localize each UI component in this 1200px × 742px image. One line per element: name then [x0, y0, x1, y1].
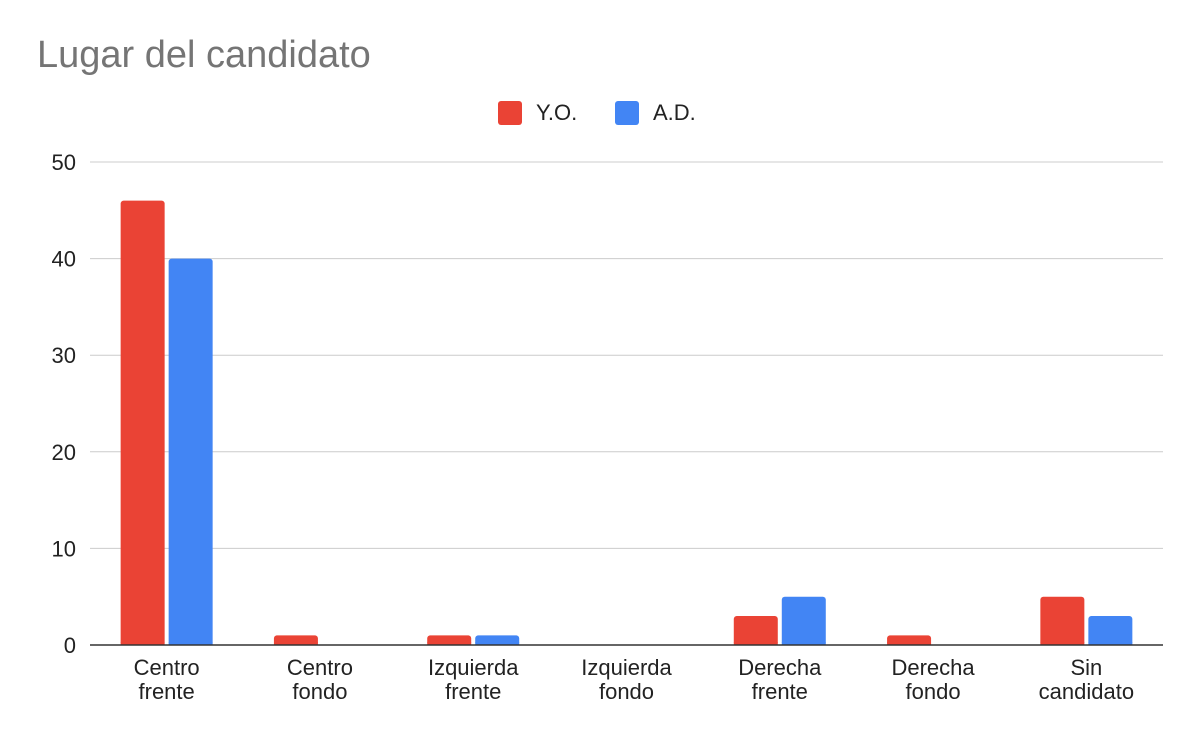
bar-base [887, 642, 932, 645]
legend-label-ad: A.D. [653, 100, 696, 125]
bar [733, 616, 778, 645]
bar-base [168, 642, 213, 645]
bar-base [1040, 642, 1085, 645]
chart-title: Lugar del candidato [37, 34, 371, 76]
x-tick-label: Centro frente [134, 655, 200, 704]
legend-swatch-ad [615, 101, 639, 125]
legend-item-ad: A.D. [615, 98, 696, 128]
bar-base [781, 642, 826, 645]
legend-label-yo: Y.O. [536, 100, 578, 125]
y-tick-label: 50 [52, 150, 76, 175]
bar-base [427, 642, 472, 645]
legend: Y.O. A.D. [0, 98, 1200, 128]
legend-swatch-yo [498, 101, 522, 125]
x-tick-label: Sin candidato [1039, 655, 1134, 704]
bar-base [273, 642, 318, 645]
bar-base [1088, 642, 1133, 645]
bar [1040, 596, 1085, 645]
legend-item-yo: Y.O. [498, 98, 577, 128]
y-tick-label: 10 [52, 536, 76, 561]
x-tick-label: Izquierda frente [428, 655, 519, 704]
y-tick-label: 20 [52, 440, 76, 465]
bar-base [475, 642, 520, 645]
bar [120, 200, 165, 645]
y-tick-label: 0 [64, 633, 76, 658]
y-tick-label: 30 [52, 343, 76, 368]
bar [781, 596, 826, 645]
x-tick-label: Derecha fondo [891, 655, 975, 704]
x-tick-label: Centro fondo [287, 655, 353, 704]
x-tick-label: Derecha frente [738, 655, 822, 704]
bar [168, 258, 213, 645]
y-tick-label: 40 [52, 247, 76, 272]
bar-base [733, 642, 778, 645]
bar [1088, 616, 1133, 645]
bar-base [120, 642, 165, 645]
x-tick-label: Izquierda fondo [581, 655, 672, 704]
